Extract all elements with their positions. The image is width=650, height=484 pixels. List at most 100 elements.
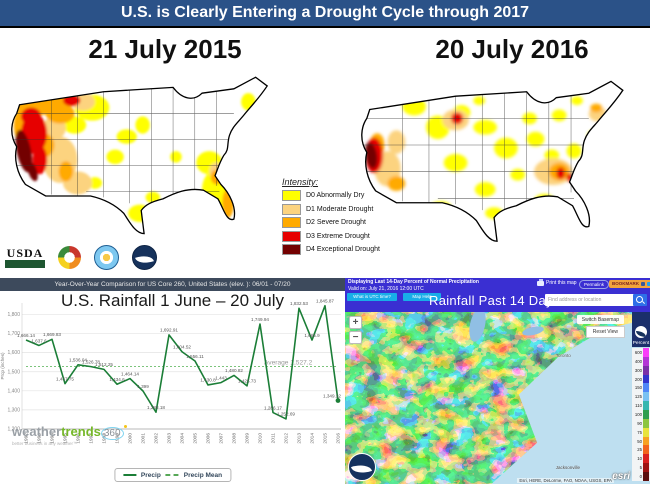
utc-time-button[interactable]: What is UTC time? — [347, 292, 397, 301]
scale-color-cell — [643, 365, 649, 375]
scale-color-cell — [643, 445, 649, 455]
chart-title: U.S. Rainfall 1 June – 20 July — [60, 291, 284, 310]
scale-color-cell — [643, 383, 649, 393]
search-icon — [636, 296, 643, 303]
svg-text:1,399: 1,399 — [137, 384, 149, 389]
svg-text:1,637.6: 1,637.6 — [31, 338, 47, 343]
svg-text:1,500: 1,500 — [7, 369, 20, 375]
scale-tick-label: 300 — [634, 367, 642, 373]
svg-text:2011: 2011 — [271, 433, 277, 444]
noaa-mini-logo-icon — [635, 326, 647, 338]
scale-row: 200 — [632, 374, 650, 384]
scale-tick-label: 90 — [637, 420, 642, 426]
svg-text:1998: 1998 — [102, 433, 108, 444]
rainfall-chart-panel: Year-Over-Year Comparison for US Core 26… — [0, 278, 345, 484]
drought-map-2016 — [361, 80, 624, 242]
svg-text:1,200: 1,200 — [7, 427, 20, 433]
map-date-2015: 21 July 2015 — [88, 34, 242, 64]
svg-text:2015: 2015 — [323, 433, 329, 444]
print-map-button[interactable]: Print this map — [537, 278, 577, 286]
scale-tick-label: 600 — [634, 349, 642, 355]
zoom-in-button[interactable]: + — [349, 316, 362, 329]
facebook-icon[interactable] — [641, 281, 645, 286]
svg-text:2010: 2010 — [258, 433, 264, 444]
svg-text:1,288.18: 1,288.18 — [147, 405, 165, 410]
scale-row: 10 — [632, 454, 650, 464]
map-date-2016: 20 July 2016 — [435, 34, 589, 64]
percent-scale: Percent 600 400 300 200 150 125 110 100 90 75 50 25… — [632, 312, 650, 484]
svg-text:1,286.17: 1,286.17 — [264, 405, 282, 410]
chart-header-bar: Year-Over-Year Comparison for US Core 26… — [0, 278, 345, 291]
scale-tick-label: 0 — [639, 473, 642, 479]
scale-tick-label: 5 — [639, 465, 642, 471]
wt-logo-weather: weather — [12, 424, 62, 439]
scale-color-cell — [643, 356, 649, 366]
legend-swatch — [282, 190, 301, 201]
rainmap-subtitle: Displaying Last 14-Day Percent of Normal… — [348, 279, 479, 285]
precip-mean-legend-label: Precip Mean — [183, 471, 223, 479]
svg-text:1,692.91: 1,692.91 — [160, 328, 178, 333]
scale-color-cell — [643, 374, 649, 384]
precip-legend-label: Precip — [140, 471, 161, 479]
scale-tick-label: 150 — [634, 385, 642, 391]
rainfall-line-chart: 1,200 1,300 1,400 1,500 1,600 1,700 1,800 Prcp … — [0, 298, 342, 444]
scale-tick-label: 200 — [634, 376, 642, 382]
map-attribution: Esri, HERE, DeLorme, FAO, NOAA, USGS, EP… — [517, 478, 614, 483]
search-button[interactable] — [633, 294, 647, 306]
intensity-legend-title: Intensity: — [282, 177, 319, 187]
svg-text:1,443: 1,443 — [215, 375, 227, 380]
reset-view-button[interactable]: Reset View — [585, 326, 625, 338]
svg-text:2001: 2001 — [141, 433, 147, 444]
legend-swatch — [282, 203, 301, 215]
scale-color-cell — [643, 463, 649, 473]
scale-color-cell — [643, 418, 649, 428]
svg-text:1,400: 1,400 — [7, 388, 20, 394]
svg-text:2013: 2013 — [297, 433, 303, 444]
precip-line-swatch — [122, 474, 136, 476]
rainfall-map-panel: Displaying Last 14-Day Percent of Normal… — [345, 278, 650, 484]
wt-logo-dot — [123, 425, 127, 428]
scale-row: 90 — [632, 418, 650, 428]
drought-map-2015 — [11, 76, 268, 235]
svg-text:1,430.8: 1,430.8 — [200, 378, 216, 383]
chart-legend: Precip Precip Mean — [113, 468, 232, 482]
printer-icon — [537, 278, 544, 286]
legend-item: D2 Severe Drought — [282, 217, 406, 228]
scale-row: 75 — [632, 427, 650, 437]
svg-text:1,666.14: 1,666.14 — [17, 333, 35, 338]
agency-logos: USDA — [5, 245, 157, 270]
svg-text:1,434.6: 1,434.6 — [109, 377, 125, 382]
legend-swatch — [282, 217, 301, 228]
search-input[interactable] — [545, 294, 635, 306]
legend-label: D4 Exceptional Drought — [306, 246, 380, 253]
svg-text:2014: 2014 — [310, 433, 316, 444]
scale-row: 110 — [632, 401, 650, 411]
svg-text:1,252.69: 1,252.69 — [277, 412, 295, 417]
map-help-button[interactable]: Map Help — [403, 292, 441, 301]
svg-text:2004: 2004 — [180, 433, 186, 444]
permalink-button[interactable]: Permalink — [579, 279, 610, 289]
svg-text:1997: 1997 — [89, 433, 95, 444]
usda-bar — [5, 259, 45, 268]
bookmark-button[interactable]: BOOKMARK — [609, 279, 650, 288]
zoom-out-button[interactable]: − — [349, 331, 362, 344]
scale-color-cell — [643, 348, 649, 357]
svg-text:2002: 2002 — [154, 433, 160, 444]
scale-tick-label: 50 — [637, 438, 642, 444]
svg-text:1995: 1995 — [63, 433, 69, 444]
legend-swatch — [282, 244, 301, 255]
slide-title: U.S. is Clearly Entering a Drought Cycle… — [0, 0, 650, 26]
wt-logo-tagline: better business in any weather™ — [12, 441, 78, 446]
precipitation-map[interactable]: + − Switch Basemap Reset View Toronto Ja… — [345, 306, 650, 484]
scale-tick-label: 400 — [634, 358, 642, 364]
legend-label: D0 Abnormally Dry — [306, 192, 365, 199]
scale-color-cell — [643, 427, 649, 437]
svg-text:2008: 2008 — [232, 433, 238, 444]
svg-text:1,832.53: 1,832.53 — [290, 301, 308, 306]
scale-color-cell — [643, 436, 649, 446]
scale-row: 300 — [632, 365, 650, 375]
twitter-icon[interactable] — [647, 281, 650, 286]
svg-text:2016: 2016 — [336, 433, 342, 444]
commerce-logo-icon — [94, 245, 119, 270]
switch-basemap-button[interactable]: Switch Basemap — [576, 315, 624, 324]
